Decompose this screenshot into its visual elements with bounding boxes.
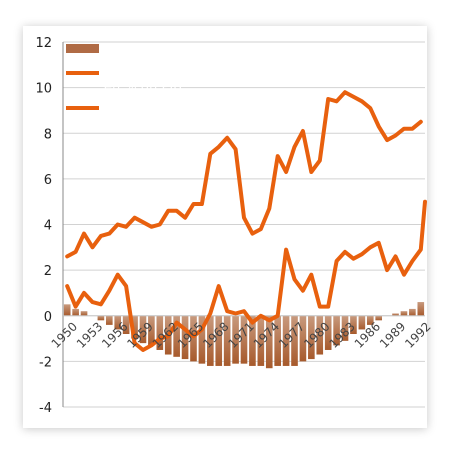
y-tick-label: 6 <box>44 173 52 188</box>
y-tick-label: 10 <box>35 82 52 97</box>
debt-bar <box>181 315 189 360</box>
debt-bar <box>400 311 408 316</box>
x-tick-label: 1953 <box>74 319 105 350</box>
legend: Dette en % du PIB Besoin de financementen… <box>66 43 281 130</box>
y-tick-label: 12 <box>35 36 52 51</box>
debt-bar <box>240 315 248 364</box>
legend-label-financing: en % du PIB <box>104 80 182 95</box>
legend-swatch-debt <box>66 44 99 53</box>
debt-bar <box>80 311 88 316</box>
debt-bar <box>350 315 357 334</box>
debt-bar <box>207 315 214 366</box>
financing-need-line <box>65 199 427 352</box>
x-tick-label: 1950 <box>49 319 80 350</box>
debt-bar <box>139 315 147 344</box>
debt-bar <box>72 308 79 316</box>
debt-bar <box>122 315 130 334</box>
debt-bar <box>358 315 366 330</box>
debt-bar <box>232 315 239 364</box>
debt-bar <box>249 315 256 366</box>
debt-bar <box>324 315 332 350</box>
legend-label-financing: Besoin de financement <box>104 65 254 80</box>
debt-bar <box>97 315 105 321</box>
debt-bar <box>131 315 138 339</box>
y-tick-label: -2 <box>39 355 52 370</box>
debt-bar <box>299 315 307 362</box>
debt-bar <box>274 315 281 366</box>
interest-rate-line <box>65 90 423 259</box>
series-lines <box>65 90 427 352</box>
debt-bar <box>282 315 290 366</box>
debt-bar <box>291 315 298 366</box>
y-axis-ticks: -4 -2 0 2 4 6 8 10 12 <box>35 36 52 416</box>
debt-bar <box>173 315 180 357</box>
legend-label-interest: Taux d'intérêt apparent sur <box>103 100 281 115</box>
debt-bar <box>257 315 265 366</box>
debt-bar <box>148 315 155 346</box>
debt-bar <box>392 313 399 316</box>
y-tick-label: 2 <box>44 264 52 279</box>
debt-bar <box>333 315 340 346</box>
debt-bar <box>63 304 71 316</box>
debt-bar <box>341 315 349 341</box>
debt-bar <box>265 315 273 369</box>
debt-bar <box>308 315 315 360</box>
x-tick-label: 1989 <box>377 319 408 350</box>
debt-bar <box>316 315 324 355</box>
y-tick-label: 0 <box>44 310 52 325</box>
debt-bar <box>190 315 197 362</box>
legend-label-interest: la dette publique <box>104 115 215 130</box>
debt-bar <box>215 315 223 366</box>
y-tick-label: 8 <box>44 127 52 142</box>
debt-bars <box>63 302 425 369</box>
debt-bar <box>114 315 122 330</box>
x-tick-label: 1992 <box>402 319 433 350</box>
y-tick-label: 4 <box>44 219 52 234</box>
legend-label-debt: Dette en % du PIB <box>104 43 222 58</box>
debt-bar <box>409 308 416 316</box>
debt-bar <box>105 315 113 325</box>
debt-bar <box>417 302 425 316</box>
debt-bar <box>375 315 383 321</box>
debt-bar <box>198 315 206 364</box>
debt-bar <box>223 315 231 366</box>
debt-bar <box>366 315 374 325</box>
y-tick-label: -4 <box>39 401 52 416</box>
debt-bar <box>156 315 164 350</box>
